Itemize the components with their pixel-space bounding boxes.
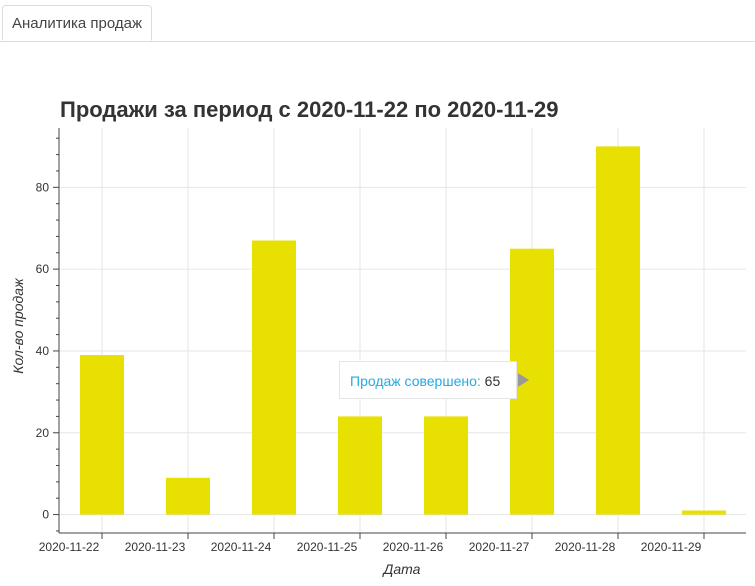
y-tick-label: 20 — [36, 426, 50, 440]
y-axis-label: Кол-во продаж — [10, 277, 26, 374]
x-tick-label: 2020-11-23 — [125, 540, 186, 554]
y-tick-label: 60 — [36, 262, 50, 276]
bar-2020-11-24 — [252, 240, 296, 515]
bar-2020-11-25 — [338, 416, 382, 515]
bar-2020-11-28 — [596, 146, 640, 515]
y-tick-label: 40 — [36, 344, 50, 358]
x-tick-label: 2020-11-27 — [469, 540, 530, 554]
x-tick-label: 2020-11-22 — [39, 540, 100, 554]
tab-bar: Аналитика продаж — [0, 0, 755, 42]
x-axis-label: Дата — [382, 561, 421, 577]
x-tick-label: 2020-11-29 — [641, 540, 702, 554]
y-tick-label: 80 — [36, 180, 50, 194]
x-tick-label: 2020-11-28 — [555, 540, 616, 554]
bar-hover-tooltip: Продаж совершено: 65 — [339, 361, 517, 399]
x-tick-label: 2020-11-24 — [211, 540, 272, 554]
tab-sales-analytics[interactable]: Аналитика продаж — [2, 5, 153, 41]
x-tick-label: 2020-11-26 — [383, 540, 444, 554]
chart-axes — [58, 128, 746, 534]
chart-grid — [59, 128, 746, 533]
bar-2020-11-26 — [424, 416, 468, 515]
tooltip-label: Продаж совершено: — [350, 373, 481, 389]
bar-2020-11-29 — [682, 510, 726, 515]
chart-ticks: 0 20 40 60 80 2020-11-22 2020-11-23 2020-11-24 2… — [36, 137, 705, 554]
x-tick-label: 2020-11-25 — [297, 540, 358, 554]
chart-title: Продажи за период с 2020-11-22 по 2020-1… — [60, 97, 558, 122]
tooltip-value: 65 — [484, 373, 501, 389]
bar-2020-11-22 — [80, 355, 124, 515]
tab-bar-divider — [0, 41, 755, 42]
chart-bars — [80, 146, 726, 515]
bar-2020-11-23 — [166, 477, 210, 515]
bar-2020-11-27 — [510, 248, 554, 515]
y-tick-label: 0 — [42, 508, 49, 522]
tooltip-pointer-icon — [518, 373, 529, 387]
